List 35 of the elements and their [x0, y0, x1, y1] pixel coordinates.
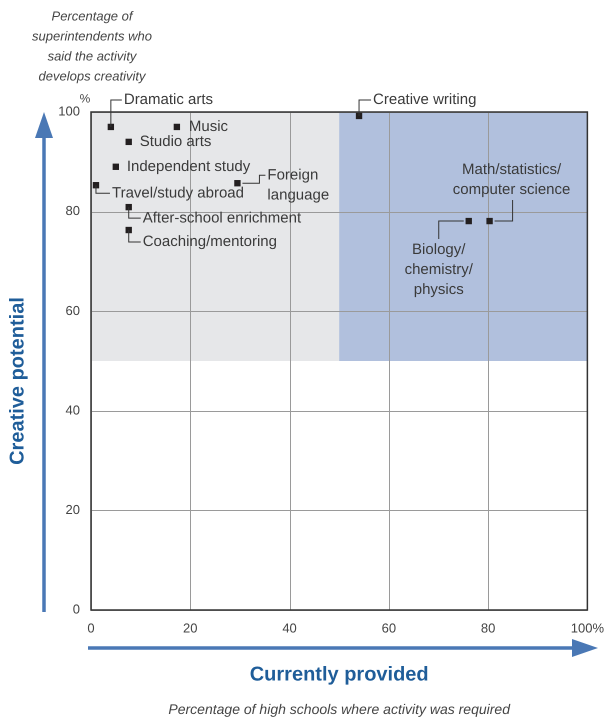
x-axis-title: Currently provided: [250, 664, 429, 686]
x-tick-label: 100%: [570, 620, 604, 636]
annotation: After-school enrichment: [142, 209, 302, 226]
text: Percentage of superintendents who said the activity develops creativity: [32, 8, 152, 84]
text: %: [80, 91, 91, 106]
y-axis-title: Creative potential: [6, 297, 29, 465]
x-tick-label: 0: [87, 620, 95, 636]
point: [126, 204, 132, 210]
annotation: Biology/ chemistry/ physics: [404, 241, 474, 298]
annotation: Foreign language: [267, 166, 330, 204]
x-tick-label: 20: [183, 620, 198, 636]
x-tick-label: 40: [282, 620, 297, 636]
point: [466, 218, 472, 224]
point: [126, 138, 132, 146]
annotation: Travel/study abroad: [112, 184, 244, 202]
annotation: Music: [188, 118, 229, 136]
annotation: Dramatic arts: [124, 91, 214, 108]
y-tick-label: 100: [58, 104, 80, 119]
y-tick-label: 0: [72, 602, 80, 617]
y-tick-label: 20: [66, 502, 80, 517]
point: [486, 218, 493, 224]
y-tick-label: 60: [66, 302, 80, 318]
x-tick-label: 60: [382, 620, 396, 636]
annotation: Studio arts: [140, 133, 212, 150]
text: Percentage of high schools where activity was required: [168, 700, 512, 717]
point: [174, 124, 180, 130]
y-tick-label: 80: [66, 203, 80, 218]
annotation: Math/statistics/ computer science: [452, 161, 570, 198]
y-tick-label: 40: [66, 402, 80, 418]
annotation: Independent study: [126, 158, 251, 175]
point: [234, 180, 241, 186]
point: [112, 164, 119, 170]
x-tick-label: 80: [480, 620, 496, 636]
annotation: Creative writing: [373, 91, 476, 108]
annotation: Coaching/mentoring: [142, 233, 277, 250]
